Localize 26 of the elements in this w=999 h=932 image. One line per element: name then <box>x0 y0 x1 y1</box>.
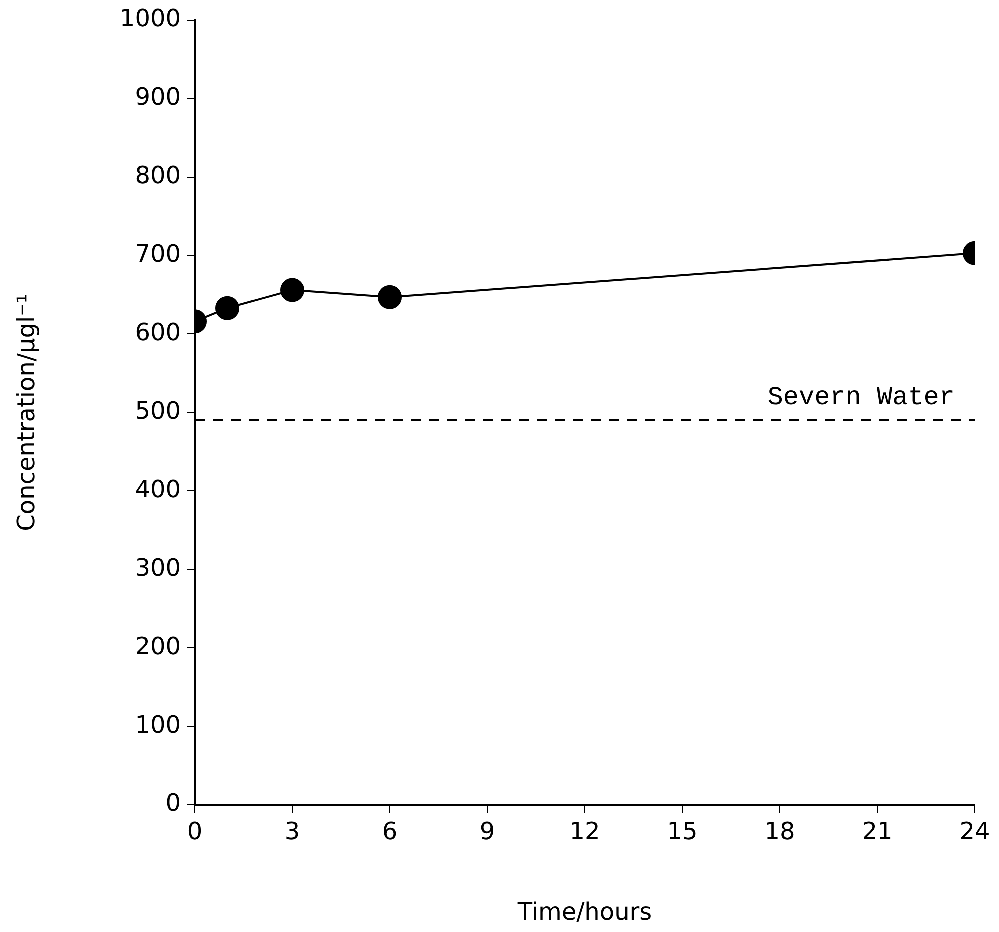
x-tick-label: 3 <box>284 818 300 846</box>
y-tick-label: 100 <box>135 710 181 739</box>
x-tick-label: 21 <box>862 818 893 846</box>
x-tick-label: 12 <box>570 818 600 846</box>
y-tick-label: 900 <box>135 83 181 112</box>
y-tick-label: 700 <box>135 240 181 268</box>
y-tick-label: 0 <box>166 789 181 818</box>
x-tick-label: 6 <box>382 818 398 846</box>
y-tick-label: 600 <box>135 318 181 346</box>
y-tick-label: 200 <box>135 632 181 660</box>
y-tick-label: 800 <box>135 162 181 190</box>
y-axis-title: Concentration/μgl⁻¹ <box>12 294 41 532</box>
x-tick-label: 18 <box>764 818 796 846</box>
x-tick-label: 15 <box>667 818 698 846</box>
y-tick-label: 400 <box>135 475 181 504</box>
y-tick-label: 500 <box>135 396 181 425</box>
x-tick-label: 0 <box>187 818 203 846</box>
x-tick-label: 9 <box>480 818 496 846</box>
ref-line-label: Severn Water <box>768 382 955 412</box>
y-tick-label: 300 <box>135 554 181 582</box>
point <box>280 278 304 302</box>
x-axis-title: Time/hours <box>516 898 652 926</box>
x-tick-label: 24 <box>960 818 990 846</box>
point <box>216 296 240 320</box>
point <box>378 285 402 310</box>
y-tick-label: 1000 <box>120 4 181 33</box>
